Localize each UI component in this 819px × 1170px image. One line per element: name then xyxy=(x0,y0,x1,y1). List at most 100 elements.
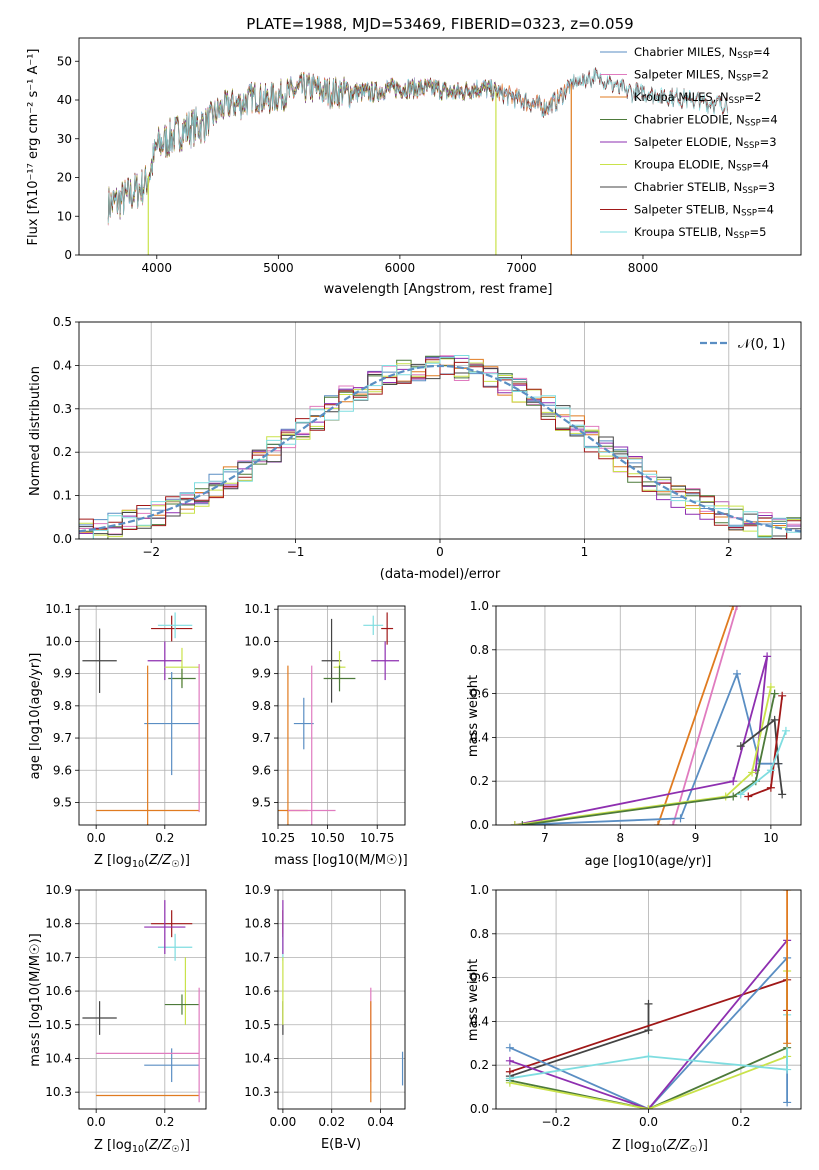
y-tick-label: 0.6 xyxy=(470,687,489,701)
errorbar-point xyxy=(82,628,117,693)
y-tick-label: 10.4 xyxy=(244,1051,271,1065)
weight-marker xyxy=(732,606,741,610)
y-tick-label: 30 xyxy=(57,132,72,146)
histogram-series xyxy=(79,355,801,539)
errorbar-point xyxy=(151,615,193,642)
legend: Chabrier MILES, NSSP=4 Salpeter MILES, NS… xyxy=(600,45,778,241)
y-tick-label: 0 xyxy=(64,248,72,262)
x-tick-label: 1 xyxy=(581,545,589,559)
errorbar-point xyxy=(164,994,200,1015)
y-axis-label: mass weight xyxy=(466,959,481,1041)
y-tick-label: 0.2 xyxy=(470,774,489,788)
weight-line xyxy=(509,939,788,1109)
legend-label: Kroupa ELODIE, NSSP=4 xyxy=(634,158,769,174)
y-tick-label: 9.7 xyxy=(53,731,72,745)
y-tick-label: 1.0 xyxy=(470,883,489,897)
weight-marker xyxy=(644,1026,653,1035)
plot-area-residuals xyxy=(79,355,801,539)
weight-marker xyxy=(653,821,662,825)
y-tick-label: 10.9 xyxy=(45,883,72,897)
x-tick-label: 7 xyxy=(541,831,549,845)
y-tick-label: 0.8 xyxy=(470,643,489,657)
y-tick-label: 9.5 xyxy=(53,795,72,809)
x-axis-label: wavelength [Angstrom, rest frame] xyxy=(324,282,553,297)
axes-spectrum: 4000 5000 6000 7000 8000 0 10 20 30 40 50 Flux [fλ1… xyxy=(26,37,802,297)
spectrum-line xyxy=(107,72,497,220)
errorbar-point xyxy=(323,665,356,692)
legend-label: 𝒩(0, 1) xyxy=(738,337,785,352)
weight-marker xyxy=(770,689,779,698)
x-tick-label: 0.2 xyxy=(155,831,174,845)
errorbar-point xyxy=(151,910,193,938)
weight-marker xyxy=(766,683,775,692)
y-tick-label: 0.0 xyxy=(470,1102,489,1116)
y-tick-label: 40 xyxy=(57,93,72,107)
axes-weight_vs_age: 7 8 9 10 0.0 0.2 0.4 0.6 0.8 1.0 mass weight age [l… xyxy=(466,599,802,869)
weight-marker xyxy=(510,821,519,825)
x-tick-label: 8 xyxy=(616,831,624,845)
x-axis-label: age [log10(age/yr)] xyxy=(585,854,712,869)
legend-label: Chabrier ELODIE, NSSP=4 xyxy=(634,113,778,129)
weight-marker xyxy=(783,1065,792,1074)
axes-frame xyxy=(495,605,802,826)
y-tick-label: 10.8 xyxy=(45,917,72,931)
y-tick-label: 50 xyxy=(57,54,72,68)
weight-line xyxy=(522,693,776,825)
weight-marker xyxy=(766,783,775,792)
y-tick-label: 9.9 xyxy=(252,667,271,681)
weight-marker xyxy=(778,691,787,700)
y-axis-label: Flux [fλ10⁻¹⁷ erg cm⁻² s⁻¹ A⁻¹] xyxy=(26,49,41,246)
plot-area-age_vs_mass xyxy=(278,612,400,825)
weight-marker xyxy=(778,790,787,799)
weight-marker xyxy=(518,821,527,825)
y-tick-label: 0.4 xyxy=(470,730,489,744)
x-tick-label: 0.0 xyxy=(87,831,106,845)
x-tick-label: 0.0 xyxy=(639,1115,658,1129)
weight-line xyxy=(672,606,738,825)
x-axis-label: mass [log10(M/M☉)] xyxy=(274,853,407,868)
x-tick-label: 6000 xyxy=(385,261,416,275)
legend-label: Kroupa MILES, NSSP=2 xyxy=(634,90,761,106)
x-tick-label: 8000 xyxy=(628,261,659,275)
errorbar-point xyxy=(168,668,196,689)
weight-marker xyxy=(763,652,772,661)
plot-area-weight_vs_age xyxy=(510,606,790,825)
y-tick-label: 0.0 xyxy=(470,818,489,832)
x-tick-label: 4000 xyxy=(142,261,173,275)
errorbar-point xyxy=(157,933,193,961)
errorbar-point xyxy=(381,612,394,645)
weight-marker xyxy=(729,792,738,801)
weight-marker xyxy=(505,1043,514,1052)
axes-frame xyxy=(78,889,207,1110)
plot-area-weight_vs_z xyxy=(505,890,792,1109)
x-tick-label: 0.2 xyxy=(731,1115,750,1129)
x-axis-label: (data-model)/error xyxy=(380,567,501,582)
y-tick-label: 0.5 xyxy=(53,315,72,329)
y-tick-label: 10.5 xyxy=(45,1018,72,1032)
axes-frame xyxy=(277,889,406,1110)
errorbar-point xyxy=(157,612,193,639)
weight-marker xyxy=(744,792,753,801)
axes-frame xyxy=(78,605,207,826)
y-tick-label: 9.6 xyxy=(53,763,72,777)
weight-marker xyxy=(770,715,779,724)
weight-marker xyxy=(644,999,653,1008)
y-tick-label: 9.6 xyxy=(252,763,271,777)
y-tick-label: 10.4 xyxy=(45,1051,72,1065)
y-tick-label: 10.7 xyxy=(45,950,72,964)
errorbar-point xyxy=(144,672,200,776)
y-tick-label: 0.0 xyxy=(53,532,72,546)
x-tick-label: 10.25 xyxy=(261,831,295,845)
y-tick-label: 9.7 xyxy=(252,731,271,745)
x-tick-label: 0.2 xyxy=(155,1115,174,1129)
x-tick-label: 0 xyxy=(436,545,444,559)
weight-marker xyxy=(729,777,738,786)
weight-line xyxy=(514,686,772,825)
spectrum-line xyxy=(107,68,728,224)
axes-age_vs_mass: 10.25 10.50 10.75 9.5 9.6 9.7 9.8 9.9 10.0 10.1 ma… xyxy=(244,602,407,868)
weight-marker xyxy=(766,766,775,775)
spectrum-line xyxy=(107,72,497,219)
errorbar-point xyxy=(147,641,182,681)
x-tick-label: 10.75 xyxy=(360,831,394,845)
